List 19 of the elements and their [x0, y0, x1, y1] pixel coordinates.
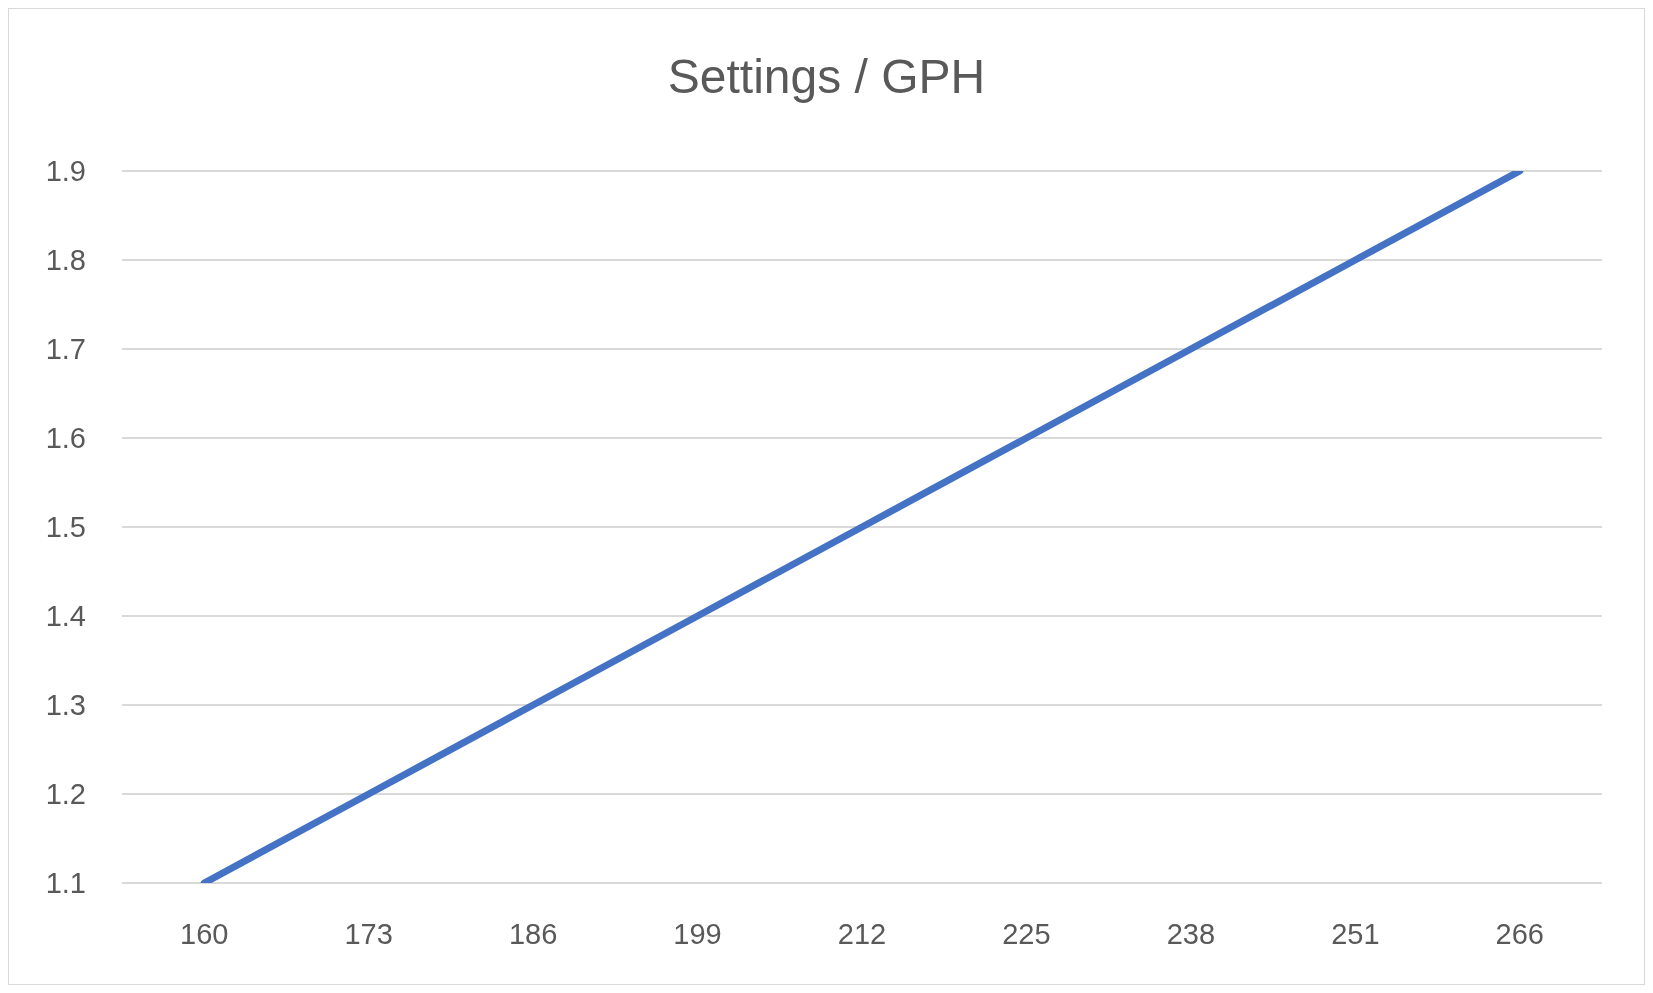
x-tick-label: 173	[344, 917, 393, 950]
x-tick-label: 212	[837, 917, 887, 950]
y-tick-label: 1.3	[45, 689, 86, 722]
chart-title: Settings / GPH	[666, 49, 987, 104]
x-tick-label: 266	[1495, 917, 1544, 950]
x-tick-label: 225	[1002, 917, 1051, 950]
y-tick-label: 1.5	[45, 511, 86, 544]
y-tick-label: 1.1	[45, 867, 86, 900]
x-tick-label: 160	[180, 917, 229, 950]
y-tick-label: 1.2	[45, 778, 86, 811]
x-tick-label: 186	[508, 917, 558, 950]
x-tick-label: 251	[1331, 917, 1380, 950]
y-tick-label: 1.8	[45, 244, 86, 277]
y-tick-label: 1.7	[45, 333, 86, 366]
y-tick-label: 1.9	[45, 155, 86, 188]
x-tick-label: 199	[673, 917, 722, 950]
x-tick-label: 238	[1166, 917, 1216, 950]
y-tick-label: 1.4	[45, 600, 86, 633]
y-tick-label: 1.6	[45, 422, 86, 455]
